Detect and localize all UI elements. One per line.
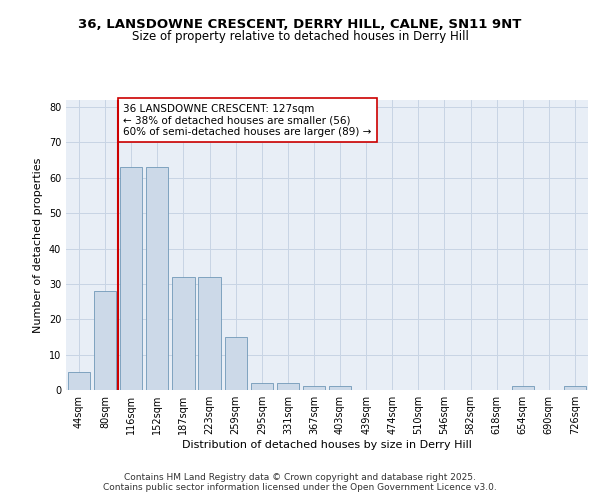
- X-axis label: Distribution of detached houses by size in Derry Hill: Distribution of detached houses by size …: [182, 440, 472, 450]
- Text: 36, LANSDOWNE CRESCENT, DERRY HILL, CALNE, SN11 9NT: 36, LANSDOWNE CRESCENT, DERRY HILL, CALN…: [79, 18, 521, 30]
- Bar: [303, 386, 325, 390]
- Text: Size of property relative to detached houses in Derry Hill: Size of property relative to detached ho…: [131, 30, 469, 43]
- Bar: [94, 291, 116, 390]
- Bar: [146, 167, 169, 390]
- Bar: [251, 383, 273, 390]
- Bar: [120, 167, 142, 390]
- Bar: [512, 386, 534, 390]
- Y-axis label: Number of detached properties: Number of detached properties: [33, 158, 43, 332]
- Bar: [224, 337, 247, 390]
- Bar: [199, 277, 221, 390]
- Bar: [277, 383, 299, 390]
- Text: 36 LANSDOWNE CRESCENT: 127sqm
← 38% of detached houses are smaller (56)
60% of s: 36 LANSDOWNE CRESCENT: 127sqm ← 38% of d…: [124, 104, 372, 136]
- Bar: [68, 372, 90, 390]
- Bar: [329, 386, 351, 390]
- Bar: [172, 277, 194, 390]
- Bar: [564, 386, 586, 390]
- Text: Contains HM Land Registry data © Crown copyright and database right 2025.
Contai: Contains HM Land Registry data © Crown c…: [103, 473, 497, 492]
